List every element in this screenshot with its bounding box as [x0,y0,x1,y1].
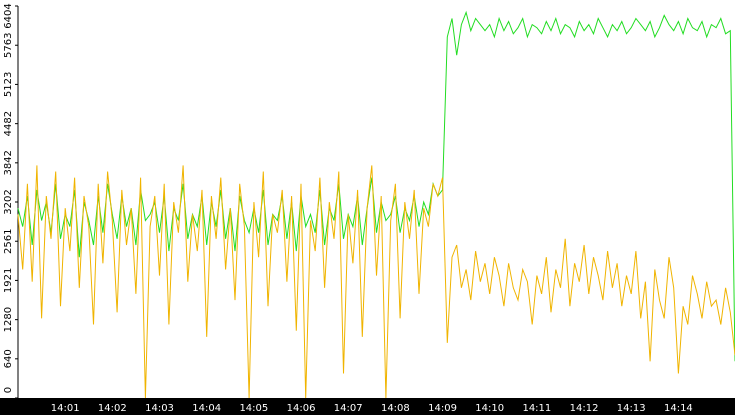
y-tick-label: 4482 [3,111,14,136]
y-tick-label: 3202 [3,189,14,214]
y-tick-label: 3842 [3,150,14,175]
y-tick-label: 1280 [3,307,14,332]
x-tick-label: 14:07 [334,403,363,414]
x-tick-label: 14:12 [570,403,599,414]
x-tick-label: 14:10 [475,403,504,414]
y-tick-label: 5123 [3,72,14,97]
x-tick-label: 14:01 [51,403,80,414]
y-tick-label: 0 [3,387,14,393]
series-line [17,165,735,399]
y-tick-label: 2561 [3,229,14,254]
y-tick-label: 6404 [3,3,14,28]
y-tick-label: 1921 [3,268,14,293]
x-tick-label: 14:11 [522,403,551,414]
x-tick-label: 14:13 [617,403,646,414]
series-line [17,10,735,362]
x-tick-label: 14:08 [381,403,410,414]
x-tick-label: 14:03 [145,403,174,414]
x-tick-label: 14:02 [98,403,127,414]
x-tick-label: 14:06 [287,403,316,414]
x-tick-label: 14:14 [664,403,693,414]
x-tick-label: 14:09 [428,403,457,414]
y-tick-label: 640 [3,349,14,368]
x-tick-label: 14:04 [192,403,221,414]
x-tick-label: 14:05 [239,403,268,414]
x-axis-bar [0,398,735,415]
y-tick-label: 5763 [3,33,14,58]
